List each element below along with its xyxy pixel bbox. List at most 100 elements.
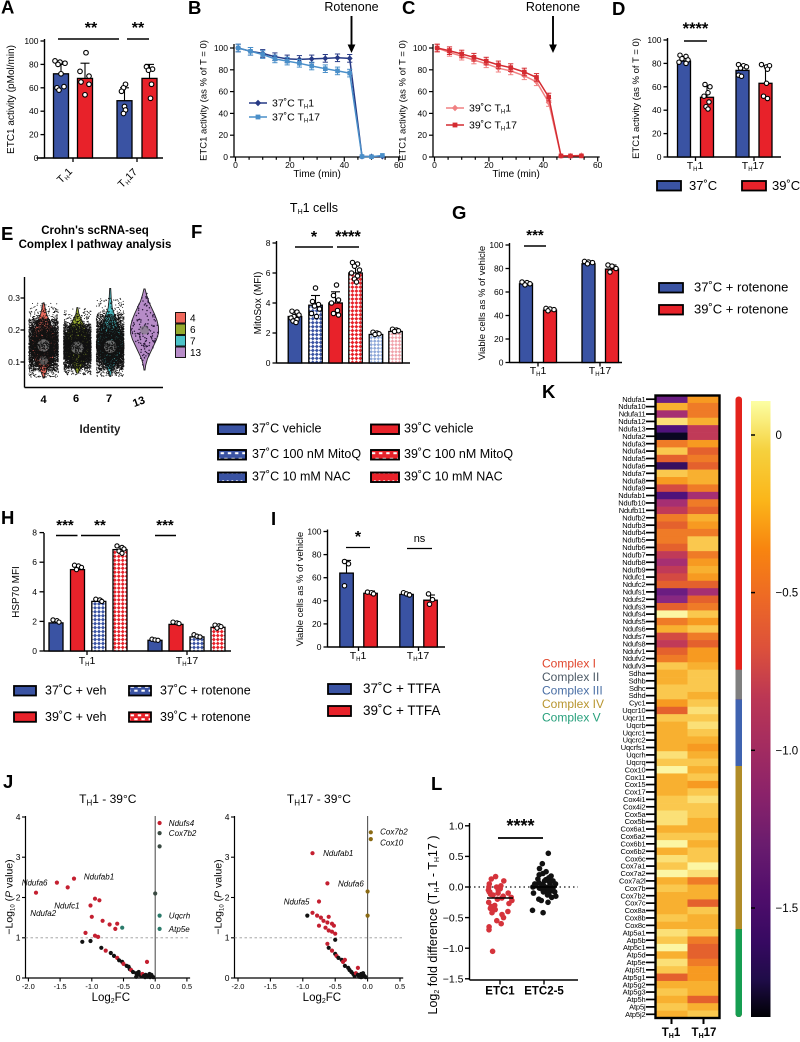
svg-text:39˚C + rotenone: 39˚C + rotenone	[160, 710, 251, 724]
svg-text:0: 0	[432, 160, 437, 170]
svg-text:Ndufa8: Ndufa8	[622, 476, 645, 485]
svg-text:−1.5: −1.5	[776, 903, 799, 915]
svg-text:Ndufv2: Ndufv2	[623, 654, 646, 663]
svg-text:39˚C TH17: 39˚C TH17	[469, 120, 517, 133]
svg-text:4: 4	[266, 298, 271, 308]
svg-text:20: 20	[494, 334, 504, 344]
svg-text:Cox7a2: Cox7a2	[621, 869, 646, 878]
svg-text:80: 80	[219, 65, 229, 75]
svg-text:60: 60	[593, 160, 603, 170]
svg-text:60: 60	[312, 573, 322, 583]
svg-text:39˚C 100 nM MitoQ: 39˚C 100 nM MitoQ	[404, 447, 513, 461]
svg-text:Uqcrfs1: Uqcrfs1	[621, 743, 646, 752]
svg-text:0: 0	[34, 153, 39, 163]
svg-text:TH1: TH1	[662, 1027, 681, 1040]
svg-text:3: 3	[16, 852, 21, 862]
svg-text:0: 0	[499, 358, 504, 368]
svg-text:40: 40	[340, 160, 350, 170]
svg-text:Atp5g1: Atp5g1	[623, 973, 646, 982]
svg-text:2: 2	[225, 892, 230, 902]
svg-text:Complex V: Complex V	[542, 711, 601, 725]
svg-text:37˚C + veh: 37˚C + veh	[45, 684, 107, 698]
svg-text:Cox10: Cox10	[380, 838, 404, 847]
svg-text:39˚C + TTFA: 39˚C + TTFA	[363, 703, 440, 718]
svg-text:Uqcrb: Uqcrb	[626, 721, 645, 730]
svg-text:37˚C + rotenone: 37˚C + rotenone	[694, 280, 788, 295]
svg-text:Ndufb2: Ndufb2	[622, 513, 645, 522]
svg-text:Ndufa12: Ndufa12	[618, 417, 645, 426]
svg-text:Ndufb9: Ndufb9	[622, 565, 645, 574]
svg-text:Ndufab1: Ndufab1	[84, 873, 114, 882]
svg-text:−1.5: −1.5	[443, 974, 464, 986]
svg-text:H: H	[1, 507, 14, 528]
svg-text:J: J	[3, 771, 13, 792]
svg-text:2: 2	[32, 616, 37, 626]
svg-text:40: 40	[312, 596, 322, 606]
svg-text:−1.0: −1.0	[443, 943, 464, 955]
svg-text:MitoSox (MFI): MitoSox (MFI)	[253, 272, 264, 335]
svg-text:-0.5: -0.5	[329, 982, 342, 991]
svg-text:Uqcrh: Uqcrh	[169, 912, 191, 921]
svg-text:4: 4	[16, 812, 21, 822]
svg-text:Ndufb8: Ndufb8	[622, 558, 645, 567]
svg-text:8: 8	[32, 528, 37, 538]
svg-text:Cox15: Cox15	[625, 780, 646, 789]
svg-text:2: 2	[16, 892, 21, 902]
svg-text:1: 1	[225, 933, 230, 943]
svg-text:TH1 - 39°C: TH1 - 39°C	[79, 792, 137, 807]
svg-text:100: 100	[647, 35, 661, 45]
svg-text:80: 80	[652, 58, 662, 68]
svg-text:60: 60	[394, 160, 404, 170]
svg-text:TH1: TH1	[687, 160, 704, 173]
svg-text:Cyc1: Cyc1	[629, 699, 646, 708]
svg-text:B: B	[188, 0, 201, 18]
svg-text:39˚C + rotenone: 39˚C + rotenone	[694, 302, 788, 317]
svg-text:ETC1: ETC1	[485, 986, 515, 998]
svg-text:Atp5h: Atp5h	[627, 995, 646, 1004]
svg-text:8: 8	[266, 238, 271, 248]
svg-text:39˚C vehicle: 39˚C vehicle	[404, 422, 474, 436]
svg-text:-1.0: -1.0	[85, 982, 98, 991]
svg-text:20: 20	[285, 160, 295, 170]
svg-text:Cox6a1: Cox6a1	[621, 825, 646, 834]
svg-text:80: 80	[494, 264, 504, 274]
svg-text:Cox5a: Cox5a	[625, 810, 647, 819]
svg-text:60: 60	[652, 82, 662, 92]
svg-text:C: C	[402, 0, 415, 18]
svg-text:Ndufb7: Ndufb7	[622, 550, 645, 559]
svg-text:60: 60	[219, 87, 229, 97]
svg-text:60: 60	[494, 287, 504, 297]
svg-text:Ndufb5: Ndufb5	[622, 536, 645, 545]
svg-text:Ndufa1: Ndufa1	[622, 395, 645, 404]
svg-text:L: L	[431, 773, 442, 794]
svg-text:Cox11: Cox11	[625, 773, 645, 782]
svg-text:Ndufs8: Ndufs8	[623, 639, 646, 648]
svg-text:Atp5j2: Atp5j2	[625, 1010, 645, 1019]
svg-text:0: 0	[225, 973, 230, 983]
svg-text:TH1: TH1	[350, 650, 367, 663]
svg-text:40: 40	[29, 106, 39, 116]
svg-text:-1.5: -1.5	[54, 982, 67, 991]
svg-text:4: 4	[32, 587, 37, 597]
svg-text:0.1: 0.1	[8, 357, 20, 367]
svg-text:Atp5a1: Atp5a1	[623, 928, 646, 937]
svg-text:7: 7	[190, 337, 196, 348]
svg-text:Ndufa4: Ndufa4	[622, 447, 645, 456]
svg-text:Ndufa2: Ndufa2	[30, 909, 56, 918]
svg-text:Ndufa9: Ndufa9	[622, 484, 645, 493]
svg-text:ETC1 activity (as % of T = 0): ETC1 activity (as % of T = 0)	[631, 38, 642, 159]
svg-text:Atp5g3: Atp5g3	[623, 988, 646, 997]
svg-text:Atp5d: Atp5d	[627, 951, 646, 960]
svg-text:7: 7	[106, 393, 112, 405]
svg-text:Cox7b2: Cox7b2	[380, 827, 408, 836]
svg-text:Complex I: Complex I	[542, 657, 596, 671]
svg-text:**: **	[132, 20, 145, 37]
svg-text:ETC1 activity (as % of T = 0): ETC1 activity (as % of T = 0)	[199, 40, 210, 161]
svg-text:ETC1 activity (pMol/min): ETC1 activity (pMol/min)	[6, 45, 17, 154]
svg-text:Viable cells as % of vehicle: Viable cells as % of vehicle	[295, 532, 306, 646]
svg-text:Cox4i1: Cox4i1	[623, 795, 645, 804]
svg-text:39˚C: 39˚C	[772, 178, 800, 193]
svg-text:Complex II: Complex II	[542, 670, 599, 684]
svg-text:Ndufv1: Ndufv1	[623, 647, 646, 656]
svg-text:4: 4	[190, 314, 196, 325]
